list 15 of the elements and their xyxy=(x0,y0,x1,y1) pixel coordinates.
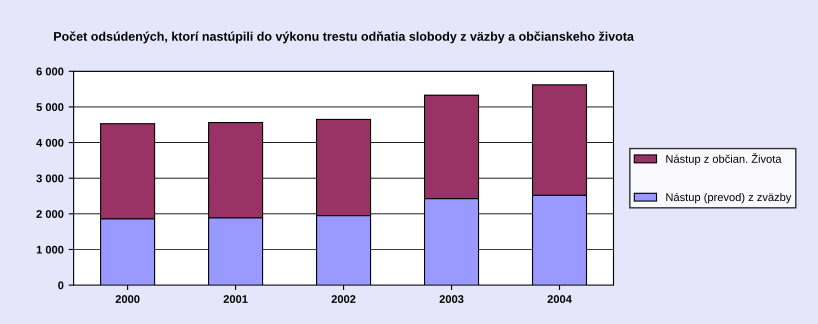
y-tick-label: 4 000 xyxy=(36,138,64,147)
y-tick-label: 1 000 xyxy=(36,246,64,254)
x-tick-label: 2004 xyxy=(548,295,572,304)
chart-title: Počet odsúdených, ktorí nastúpili do výkonu trestu odňatia slobody z väzby a občianskeho života xyxy=(54,31,634,44)
legend-label: Nástup z občian. Života xyxy=(666,153,782,166)
x-tick-label: 2003 xyxy=(440,295,464,304)
y-tick-label: 6 000 xyxy=(36,68,64,76)
x-tick-label: 2000 xyxy=(116,295,140,304)
y-tick-label: 0 xyxy=(58,281,64,290)
y-tick-label: 2 000 xyxy=(36,210,64,218)
y-tick-label: 3 000 xyxy=(36,174,64,182)
y-tick-label: 5 000 xyxy=(36,103,64,112)
legend-label: Nástup (prevod) z zväzby xyxy=(666,192,792,204)
x-tick-label: 2002 xyxy=(332,295,356,304)
x-tick-label: 2001 xyxy=(224,295,248,304)
